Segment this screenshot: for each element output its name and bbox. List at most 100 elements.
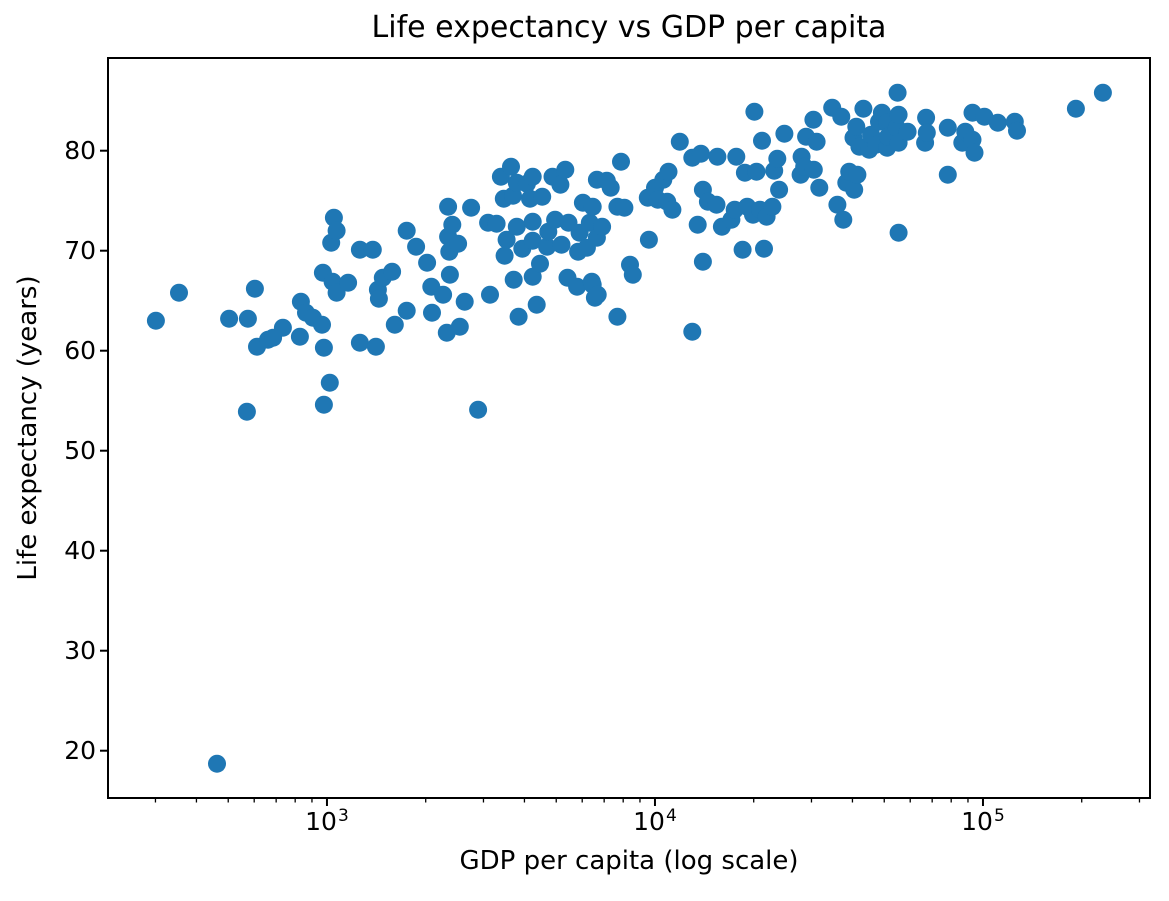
data-point <box>531 254 549 273</box>
y-tick-label: 70 <box>64 235 96 265</box>
data-point <box>898 122 917 141</box>
data-point <box>832 107 851 126</box>
data-point <box>691 144 710 163</box>
data-point <box>1093 83 1112 102</box>
data-point <box>975 107 994 126</box>
data-point <box>385 315 404 334</box>
data-point <box>327 221 346 240</box>
data-point <box>523 231 542 250</box>
data-point <box>733 240 752 259</box>
data-point <box>693 252 712 271</box>
data-point <box>497 230 516 249</box>
chart-title: Life expectancy vs GDP per capita <box>371 10 887 45</box>
data-point <box>397 301 416 320</box>
y-tick-label: 80 <box>64 135 96 165</box>
data-point <box>350 240 369 259</box>
data-point <box>546 210 565 229</box>
data-point <box>775 124 794 143</box>
data-point <box>917 123 936 142</box>
data-point <box>487 214 506 233</box>
data-point <box>612 152 630 171</box>
data-point <box>423 303 441 322</box>
data-point <box>443 215 462 234</box>
data-point <box>753 131 771 150</box>
data-point <box>889 105 908 124</box>
data-point <box>889 223 908 242</box>
data-point <box>273 318 292 337</box>
data-point <box>888 83 907 102</box>
data-point <box>615 198 634 217</box>
x-tick-label: 103 <box>305 806 349 836</box>
data-point <box>1008 121 1026 140</box>
y-tick-label: 50 <box>64 435 96 465</box>
data-point <box>688 215 707 234</box>
data-point <box>237 402 256 421</box>
data-point <box>623 265 642 284</box>
data-point <box>854 99 873 118</box>
data-point <box>763 197 782 216</box>
data-point <box>504 270 523 289</box>
data-point <box>238 309 257 328</box>
data-point <box>507 217 526 236</box>
data-point <box>670 132 689 151</box>
data-point <box>320 373 339 392</box>
data-point <box>220 309 239 328</box>
data-point <box>369 289 388 308</box>
data-point <box>556 160 575 179</box>
data-point <box>418 253 437 272</box>
data-point <box>807 132 826 151</box>
data-point <box>552 235 571 254</box>
data-point <box>804 160 823 179</box>
data-point <box>449 234 468 253</box>
data-point <box>768 149 787 168</box>
data-point <box>439 197 458 216</box>
data-point <box>847 117 866 136</box>
data-point <box>917 108 936 127</box>
data-point <box>663 200 682 219</box>
data-point <box>146 311 165 330</box>
data-point <box>339 273 358 292</box>
data-point <box>804 110 823 129</box>
data-point <box>313 315 331 334</box>
data-point <box>523 212 542 231</box>
data-point <box>593 217 612 236</box>
data-point <box>588 285 607 304</box>
data-point <box>551 175 570 194</box>
data-point <box>745 102 764 121</box>
data-point <box>440 265 459 284</box>
data-point <box>755 239 773 258</box>
data-point <box>469 400 488 419</box>
data-point <box>314 338 333 357</box>
data-point <box>455 292 474 311</box>
data-point <box>727 147 746 166</box>
data-point <box>834 210 853 229</box>
data-point <box>538 237 557 256</box>
data-point <box>208 754 226 773</box>
data-point <box>434 285 453 304</box>
data-point <box>810 178 829 197</box>
y-tick-label: 30 <box>64 635 96 665</box>
y-tick-label: 20 <box>64 735 96 765</box>
data-point <box>366 337 385 356</box>
data-point <box>568 277 587 296</box>
data-point <box>509 307 528 326</box>
x-tick-label: 105 <box>961 806 1005 836</box>
data-point <box>502 157 520 176</box>
data-point <box>659 162 678 181</box>
data-point <box>608 307 627 326</box>
data-point <box>363 240 382 259</box>
data-point <box>965 143 984 162</box>
data-point <box>383 262 402 281</box>
data-point <box>290 327 309 346</box>
data-point <box>770 180 789 199</box>
data-point <box>601 178 620 197</box>
y-tick-label: 40 <box>64 535 96 565</box>
data-point <box>747 162 766 181</box>
data-point <box>527 295 546 314</box>
data-point <box>845 180 864 199</box>
data-point <box>583 197 602 216</box>
data-point <box>1066 99 1085 118</box>
data-point <box>462 198 481 217</box>
